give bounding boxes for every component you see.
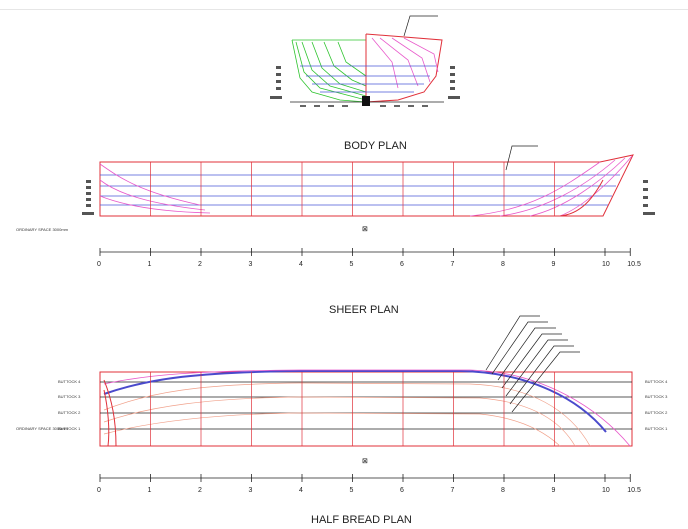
sheer-buttock xyxy=(559,155,633,217)
scale-half-breadth-tick-label: 4 xyxy=(299,487,303,494)
scale-sheer-tick-label: 8 xyxy=(501,261,505,268)
sheer-stem xyxy=(559,179,604,217)
scale-sheer-tick-label: 1 xyxy=(148,261,152,268)
scale-half-breadth-tick-label: 8 xyxy=(501,487,505,494)
scale-half-breadth-tick-label: 10 xyxy=(602,487,610,494)
half-breadth-leader xyxy=(497,327,556,381)
scale-sheer-tick-label: 0 xyxy=(97,261,101,268)
scale-sheer-tick-label: 3 xyxy=(249,261,253,268)
scale-half-breadth-tick-label: 6 xyxy=(400,487,404,494)
half-breadth-station-lines xyxy=(150,372,555,446)
ordinary-spacing-note-1: ORDINARY SPACE 3000mm xyxy=(16,227,69,232)
buttock-label-left: BUTTOCK 4 xyxy=(58,379,81,384)
station-marker-2: ⊠ xyxy=(362,458,368,465)
sheer-plan xyxy=(82,145,655,217)
scale-half-breadth-tick-label: 2 xyxy=(198,487,202,494)
body-fore-section xyxy=(391,37,431,83)
scale-sheer-tick-label: 4 xyxy=(299,261,303,268)
body-bottom-ticks xyxy=(300,105,428,107)
scale-sheer-tick-label: 10.5 xyxy=(627,261,641,268)
station-marker-1: ⊠ xyxy=(362,226,368,233)
half-breadth-leader xyxy=(491,321,548,375)
buttock-label-right: BUTTOCK 3 xyxy=(645,394,668,399)
body-aft-section xyxy=(311,41,367,93)
scale-sheer-tick-label: 7 xyxy=(451,261,455,268)
body-aft-section xyxy=(291,39,367,103)
body-plan xyxy=(270,15,460,107)
sheer-buttock xyxy=(499,159,616,217)
top-divider xyxy=(0,9,688,10)
half-breadth-leader xyxy=(511,351,580,413)
sheer-side-scale-right xyxy=(643,180,655,215)
half-breadth-plan xyxy=(99,315,633,447)
sheer-buttock xyxy=(99,163,201,206)
body-aft-section xyxy=(301,41,367,97)
body-fore-section xyxy=(365,33,443,103)
scale-half-breadth-tick-label: 3 xyxy=(249,487,253,494)
half-breadth-waterline xyxy=(103,382,591,447)
sheer-buttock xyxy=(529,157,626,217)
station-scale-sheer: 0 1 2 3 4 5 6 7 8 9 10 10.5 xyxy=(97,248,641,268)
body-side-scale-left xyxy=(270,66,282,99)
half-breadth-stern xyxy=(103,389,110,447)
scale-half-breadth-tick-label: 7 xyxy=(451,487,455,494)
scale-sheer-tick-label: 6 xyxy=(400,261,404,268)
scale-sheer-tick-label: 2 xyxy=(198,261,202,268)
station-scale-half-breadth: 0 1 2 3 4 5 6 7 8 9 10 10.5 xyxy=(97,474,641,494)
body-plan-title: BODY PLAN xyxy=(344,140,407,152)
scale-sheer-tick-label: 9 xyxy=(552,261,556,268)
sheer-side-scale-left xyxy=(82,180,94,215)
half-breadth-waterline xyxy=(103,396,576,447)
sheer-buttock xyxy=(99,179,206,211)
scale-sheer-tick-label: 10 xyxy=(602,261,610,268)
body-aft-section xyxy=(337,41,367,77)
buttock-label-left: BUTTOCK 3 xyxy=(58,394,81,399)
body-aft-section xyxy=(295,41,367,101)
half-breadth-leader xyxy=(485,315,540,371)
ordinary-spacing-note-2: ORDINARY SPACE 3000mm xyxy=(16,426,69,431)
sheer-buttock xyxy=(99,195,211,214)
scale-half-breadth-tick-label: 5 xyxy=(350,487,354,494)
scale-sheer-tick-label: 5 xyxy=(350,261,354,268)
body-fore-section xyxy=(403,37,439,73)
buttock-label-right: BUTTOCK 4 xyxy=(645,379,668,384)
half-breadth-plan-title: HALF BREAD PLAN xyxy=(311,514,412,526)
scale-half-breadth-tick-label: 9 xyxy=(552,487,556,494)
buttock-label-right: BUTTOCK 2 xyxy=(645,410,668,415)
sheer-outline xyxy=(99,154,634,217)
sheer-buttock xyxy=(469,161,601,217)
half-breadth-leader xyxy=(509,345,574,405)
scale-half-breadth-tick-label: 10.5 xyxy=(627,487,641,494)
sheer-callout-leader xyxy=(505,145,538,171)
scale-half-breadth-tick-label: 0 xyxy=(97,487,101,494)
buttock-label-left: BUTTOCK 2 xyxy=(58,410,81,415)
half-breadth-waterline xyxy=(103,412,561,447)
sheer-plan-title: SHEER PLAN xyxy=(329,304,399,316)
body-fore-section xyxy=(379,37,419,87)
callout-leader xyxy=(403,15,438,37)
body-side-scale-right xyxy=(448,66,460,99)
half-breadth-stern xyxy=(103,379,117,447)
keel-marker xyxy=(362,96,370,106)
buttock-label-left: BUTTOCK 1 xyxy=(58,426,81,431)
body-fore-section xyxy=(371,37,399,89)
half-breadth-waterline xyxy=(103,369,631,447)
half-breadth-leader xyxy=(505,339,568,397)
body-aft-section xyxy=(323,41,367,87)
half-breadth-leader xyxy=(501,333,562,389)
half-breadth-frame xyxy=(99,371,633,447)
scale-half-breadth-tick-label: 1 xyxy=(148,487,152,494)
buttock-label-right: BUTTOCK 1 xyxy=(645,426,668,431)
sheer-station-lines xyxy=(150,162,555,216)
half-breadth-deck-line xyxy=(103,370,607,433)
